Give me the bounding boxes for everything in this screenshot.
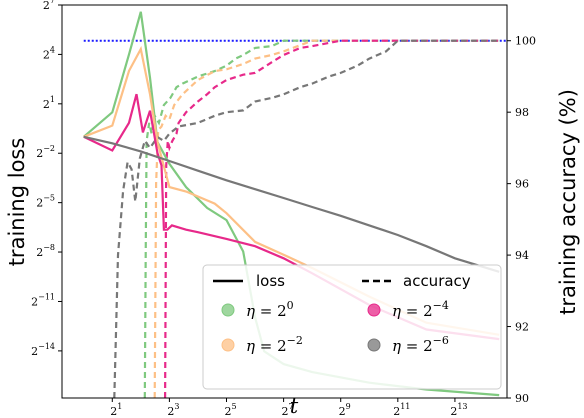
y-tick-label: 2−11: [31, 292, 55, 308]
legend-marker-3: [367, 338, 381, 352]
y-tick-label: 2−8: [36, 243, 55, 259]
legend-marker-1: [367, 303, 381, 317]
y-tick-label: 27: [43, 0, 55, 12]
x-tick-label: 23: [167, 402, 179, 418]
x-tick-label: 25: [224, 402, 236, 418]
loss-line-3: [83, 135, 500, 273]
x-tick-label: 29: [339, 402, 351, 418]
y2-tick-label: 92: [515, 321, 529, 334]
y2-tick-label: 94: [515, 249, 529, 262]
x-tick-label: 213: [450, 402, 467, 418]
y-tick-label: 21: [43, 95, 55, 111]
y-axis-label: training loss: [5, 138, 29, 267]
y2-axis-ticks: 90 92 94 96 98 100: [507, 35, 536, 405]
y2-tick-label: 90: [515, 392, 529, 405]
y-tick-label: 2−2: [36, 144, 55, 160]
y-tick-label: 24: [43, 45, 55, 61]
plot-frame: [61, 4, 508, 399]
x-axis-label: t: [290, 394, 299, 418]
legend-label-accuracy: accuracy: [403, 272, 471, 290]
legend-box: [202, 264, 502, 390]
legend-series-label-1: η = 2−4: [392, 299, 449, 320]
y2-tick-label: 98: [515, 106, 529, 119]
accuracy-line-0: [143, 39, 500, 398]
x-axis-ticks: 21 23 25 27 29 211 213: [110, 398, 468, 418]
legend-series-label-3: η = 2−6: [392, 334, 449, 355]
legend-marker-0: [221, 303, 235, 317]
y-tick-label: 2−5: [36, 194, 55, 210]
y2-tick-label: 100: [515, 35, 536, 48]
legend: loss accuracy η = 20 η = 2−4 η = 2−2 η = 2−6: [202, 264, 502, 390]
legend-marker-2: [221, 338, 235, 352]
y-tick-label: 2−14: [31, 342, 55, 358]
y2-axis-label: training accuracy (%): [556, 89, 580, 315]
x-tick-label: 211: [393, 402, 410, 418]
y2-tick-label: 96: [515, 178, 529, 191]
y-axis-ticks: 2−14 2−11 2−8 2−5 2−2 21 24 27: [31, 0, 62, 358]
accuracy-line-2: [164, 39, 500, 398]
x-tick-label: 21: [110, 402, 122, 418]
legend-label-loss: loss: [256, 272, 285, 290]
accuracy-line-1: [153, 39, 500, 398]
legend-series-label-0: η = 20: [246, 299, 294, 320]
x-tick-label: 27: [282, 402, 294, 418]
legend-series-label-2: η = 2−2: [246, 334, 303, 355]
